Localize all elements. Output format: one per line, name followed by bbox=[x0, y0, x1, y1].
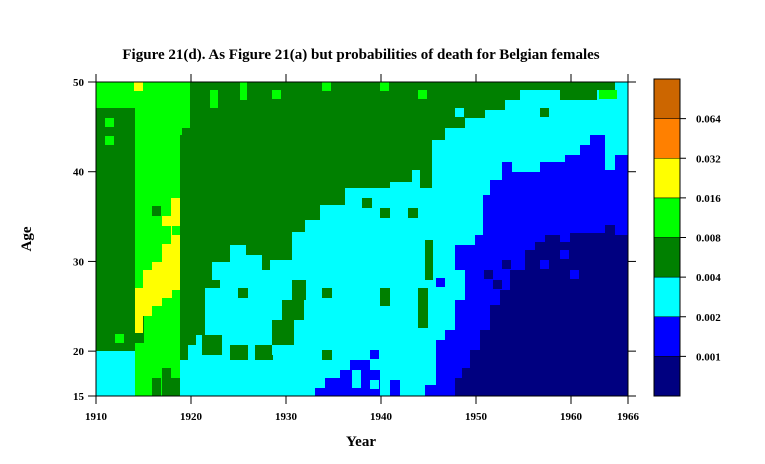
heatmap-cell bbox=[425, 240, 433, 280]
heatmap-cell bbox=[240, 82, 247, 100]
heatmap-cell bbox=[238, 288, 248, 298]
legend-label: 0.016 bbox=[696, 193, 721, 205]
y-tick-label: 40 bbox=[73, 167, 85, 179]
heatmap-cell bbox=[322, 288, 332, 298]
legend-label: 0.032 bbox=[696, 153, 721, 165]
heatmap-region-1910-low bbox=[96, 351, 135, 396]
x-axis: 1910 1920 1930 1940 1950 1960 1966 bbox=[85, 74, 640, 423]
legend-label: 0.064 bbox=[696, 114, 721, 126]
heatmap-cell bbox=[408, 208, 418, 218]
heatmap-cell bbox=[570, 270, 579, 279]
plot-area bbox=[96, 82, 628, 396]
heatmap-cell bbox=[152, 378, 161, 396]
y-tick-label: 15 bbox=[73, 391, 85, 403]
legend-swatch bbox=[653, 237, 681, 278]
heatmap-cell bbox=[493, 280, 502, 289]
plot-frame bbox=[95, 81, 629, 397]
heatmap-cell bbox=[380, 82, 389, 91]
heatmap-cell bbox=[484, 270, 493, 279]
legend-label: 0.001 bbox=[696, 351, 721, 363]
legend-label: 0.008 bbox=[696, 233, 721, 245]
heatmap-cell bbox=[212, 280, 220, 288]
heatmap-cell bbox=[370, 380, 379, 389]
heatmap-cell bbox=[272, 320, 294, 345]
heatmap-cell bbox=[115, 334, 124, 343]
legend-swatch bbox=[653, 78, 681, 119]
y-axis-label: Age bbox=[19, 226, 35, 251]
heatmap-cell bbox=[380, 288, 390, 306]
heatmap-cell bbox=[362, 198, 372, 208]
heatmap-cell bbox=[272, 345, 282, 355]
legend: 0.001 0.002 0.004 0.008 0.016 0.032 0.064 bbox=[653, 78, 721, 397]
y-tick-label: 20 bbox=[73, 346, 85, 358]
legend-swatch bbox=[653, 197, 681, 238]
legend-swatch bbox=[653, 316, 681, 357]
heatmap-cell bbox=[418, 288, 428, 328]
heatmap-cell bbox=[436, 278, 445, 287]
x-axis-label: Year bbox=[346, 434, 376, 450]
legend-swatch bbox=[653, 356, 681, 397]
x-tick-label: 1966 bbox=[617, 411, 640, 423]
y-axis: 15 20 30 40 50 bbox=[73, 77, 636, 403]
heatmap-cell bbox=[134, 82, 143, 91]
heatmap-cell bbox=[599, 90, 617, 99]
legend-swatch bbox=[653, 276, 681, 317]
heatmap-region-topleft bbox=[96, 82, 190, 396]
heatmap-cell bbox=[502, 260, 511, 269]
y-tick-label: 50 bbox=[73, 77, 85, 89]
x-tick-label: 1920 bbox=[180, 411, 203, 423]
y-tick-label: 30 bbox=[73, 256, 85, 268]
legend-swatch bbox=[653, 158, 681, 199]
heatmap-region-navy bbox=[455, 225, 628, 396]
heatmap-cell bbox=[352, 370, 361, 388]
heatmap-cell bbox=[282, 300, 304, 320]
heatmap-cell bbox=[560, 250, 569, 259]
heatmap-cell bbox=[272, 90, 281, 99]
chart-title: Figure 21(d). As Figure 21(a) but probab… bbox=[122, 47, 599, 63]
legend-label: 0.002 bbox=[696, 312, 721, 324]
heatmap-cell bbox=[370, 350, 379, 359]
heatmap-cell bbox=[255, 345, 273, 360]
legend-label: 0.004 bbox=[696, 272, 721, 284]
heatmap-cell bbox=[494, 180, 503, 189]
heatmap-cell bbox=[202, 335, 222, 355]
heatmap-cell bbox=[455, 108, 464, 117]
heatmap-cell bbox=[418, 90, 427, 99]
heatmap-cell bbox=[105, 118, 114, 127]
heatmap-cell bbox=[152, 206, 161, 216]
heatmap-region-yellow bbox=[135, 198, 180, 333]
heatmap-cell bbox=[322, 350, 332, 360]
heatmap-cell bbox=[380, 208, 390, 218]
x-tick-label: 1910 bbox=[85, 411, 108, 423]
heatmap-cell bbox=[105, 136, 114, 145]
legend-frame bbox=[653, 78, 681, 397]
heatmap-cell bbox=[292, 280, 306, 300]
heatmap-cell bbox=[210, 90, 218, 108]
heatmap-cell bbox=[171, 378, 180, 396]
heatmap-cell bbox=[540, 260, 549, 269]
x-tick-label: 1950 bbox=[465, 411, 488, 423]
legend-swatch bbox=[653, 118, 681, 159]
x-tick-label: 1930 bbox=[275, 411, 298, 423]
heatmap-cell bbox=[322, 82, 331, 91]
x-tick-label: 1940 bbox=[370, 411, 393, 423]
heatmap-cell bbox=[230, 345, 248, 360]
heatmap-cell bbox=[162, 368, 171, 396]
heatmap-cell bbox=[540, 108, 549, 117]
x-tick-label: 1960 bbox=[560, 411, 583, 423]
